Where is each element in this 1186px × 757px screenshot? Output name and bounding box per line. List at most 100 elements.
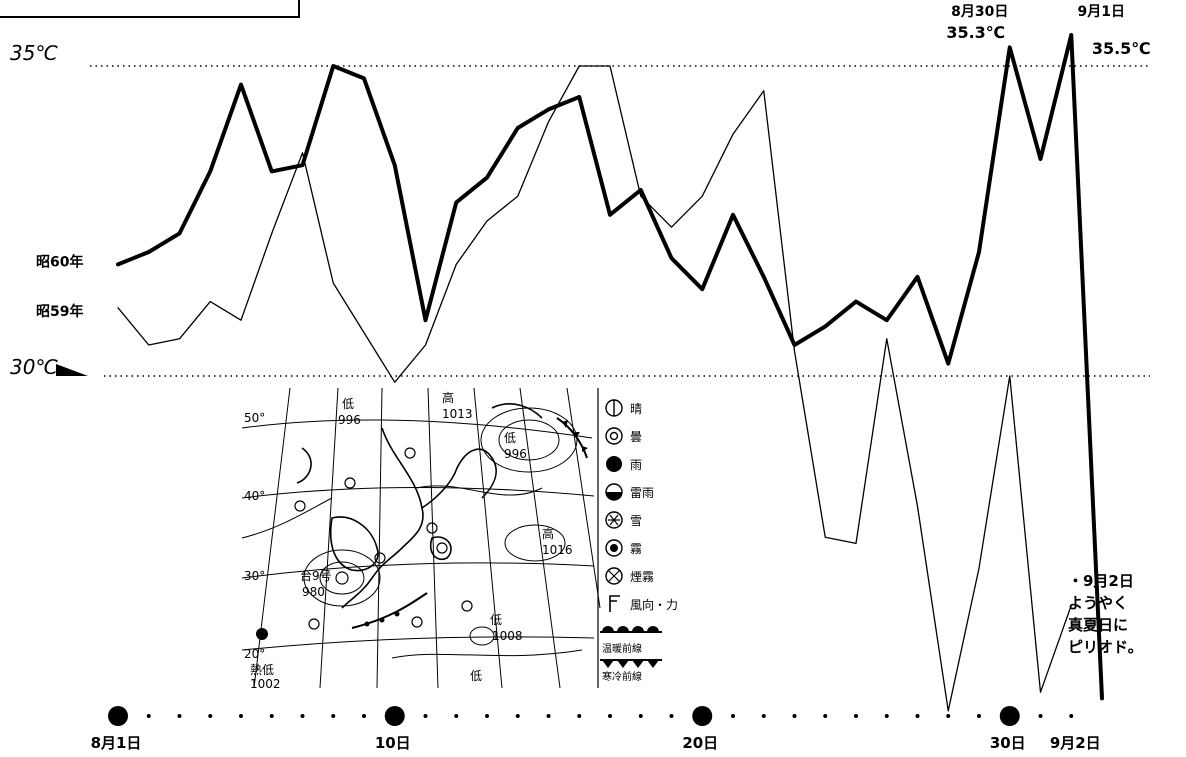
day-dot <box>362 714 366 718</box>
day-dot <box>1038 714 1043 718</box>
map-coastlines <box>296 403 543 609</box>
pressure-label: 高 <box>442 390 454 405</box>
gridlines <box>90 65 1150 377</box>
legend-symbol-mark <box>607 569 621 583</box>
smoke-fog-symbol-icon: 煙霧 <box>605 567 654 585</box>
date-marker-dot <box>999 706 1020 726</box>
legend-label: 雨 <box>630 458 642 472</box>
pressure-label: 低 <box>342 397 354 411</box>
snow-symbol-icon: 雪 <box>605 511 642 529</box>
x-tick-label: 9月2日 <box>1050 734 1101 752</box>
day-dot <box>331 714 336 718</box>
day-dot <box>454 714 459 718</box>
series-layer <box>116 33 1104 712</box>
legend-triangle <box>632 660 644 668</box>
rain-symbol-icon: 雨 <box>606 456 642 472</box>
day-dot <box>177 714 182 718</box>
legend-triangle <box>617 660 629 668</box>
x-tick-label: 10日 <box>375 734 411 752</box>
lat-label: 50° <box>244 411 265 425</box>
day-dot <box>792 714 797 718</box>
pressure-label: 低 <box>490 613 502 627</box>
pressure-label: 低 <box>470 669 482 683</box>
pressure-value: 1008 <box>492 629 523 643</box>
day-dot <box>485 714 489 718</box>
legend-symbol <box>606 456 622 472</box>
day-dot <box>884 714 889 718</box>
x-tick-label: 30日 <box>990 734 1026 752</box>
legend-symbol <box>605 539 623 557</box>
legend-triangle <box>602 660 614 668</box>
lat-label: 20° <box>244 647 265 661</box>
pressure-label: 台9号 <box>300 568 332 583</box>
legend-symbol-mark <box>609 431 619 441</box>
ytick-marker-icon <box>56 364 88 376</box>
legend-label: 雪 <box>630 514 642 528</box>
annotation-text: 真夏日に <box>1068 616 1128 634</box>
day-dot <box>977 714 981 718</box>
day-dot <box>761 714 766 718</box>
pressure-label: 熱低 <box>250 663 274 677</box>
lat-label: 40° <box>244 489 265 503</box>
annotation-date: 8月30日 <box>951 4 1008 20</box>
x-tick-label: 8月1日 <box>91 734 142 752</box>
y-tick-label: 35℃ <box>10 41 58 65</box>
legend-semicircle <box>617 626 629 632</box>
legend-label: 温暖前線 <box>602 642 642 655</box>
pressure-value: 996 <box>338 413 361 427</box>
legend-semicircle <box>647 626 659 632</box>
cold-front-icon: 寒冷前線 <box>600 659 662 683</box>
day-dot <box>423 714 428 718</box>
pressure-value: 1016 <box>542 543 573 557</box>
fog-symbol-icon: 霧 <box>605 539 642 557</box>
day-dot <box>146 714 151 718</box>
day-dot <box>239 714 243 718</box>
pressure-value: 1002 <box>250 677 281 691</box>
date-marker-dot <box>384 706 405 726</box>
thunderstorm-symbol-icon: 雷雨 <box>605 483 654 501</box>
pressure-value: 980 <box>302 585 325 599</box>
annotation-value: 35.3℃ <box>946 23 1005 42</box>
date-marker-dot <box>108 706 128 726</box>
annotation-text: ピリオド。 <box>1068 638 1143 656</box>
date-marker-dot <box>692 706 713 726</box>
day-dot <box>546 714 551 718</box>
legend-label: 曇 <box>630 430 642 444</box>
legend-symbol <box>605 567 623 585</box>
legend-label: 寒冷前線 <box>602 670 642 683</box>
day-dot <box>854 714 858 718</box>
day-dot <box>915 714 920 718</box>
date-markers: 8月1日 10日 20日 30日 9月2日 <box>91 706 1101 752</box>
day-dot <box>638 714 643 718</box>
pressure-value: 1013 <box>442 407 473 421</box>
legend-label: 晴 <box>630 402 642 416</box>
legend-symbol-mark <box>610 544 618 552</box>
legend-label: 風向・力 <box>630 597 678 612</box>
legend-symbol-mark <box>608 514 620 526</box>
day-dot <box>208 714 213 718</box>
wind-symbol-icon: 風向・力 <box>609 595 678 612</box>
day-dot <box>577 714 582 718</box>
map-lat-labels: 50° 40° 30° 20° <box>244 411 265 661</box>
legend-label: 煙霧 <box>630 570 654 584</box>
pressure-label: 高 <box>542 526 554 541</box>
day-dot <box>515 714 520 718</box>
legend-symbol <box>605 511 623 529</box>
day-dot <box>823 714 828 718</box>
day-dot <box>946 714 951 718</box>
series-line-2 <box>117 65 1072 712</box>
day-dot <box>269 714 274 718</box>
map-pressure-labels: 低 996 高 1013 低 996 高 1016 台9号 980 低 1008… <box>250 390 573 691</box>
legend-triangle <box>647 660 659 668</box>
legend-label: 雷雨 <box>630 486 654 500</box>
annotation-text: ようやく <box>1068 594 1128 612</box>
warm-front-icon: 温暖前線 <box>600 626 662 655</box>
map-front-marks <box>364 420 588 627</box>
map-station-symbols <box>294 447 473 630</box>
legend-semicircle <box>602 626 614 632</box>
day-dot <box>608 714 612 718</box>
day-dot <box>669 714 674 718</box>
